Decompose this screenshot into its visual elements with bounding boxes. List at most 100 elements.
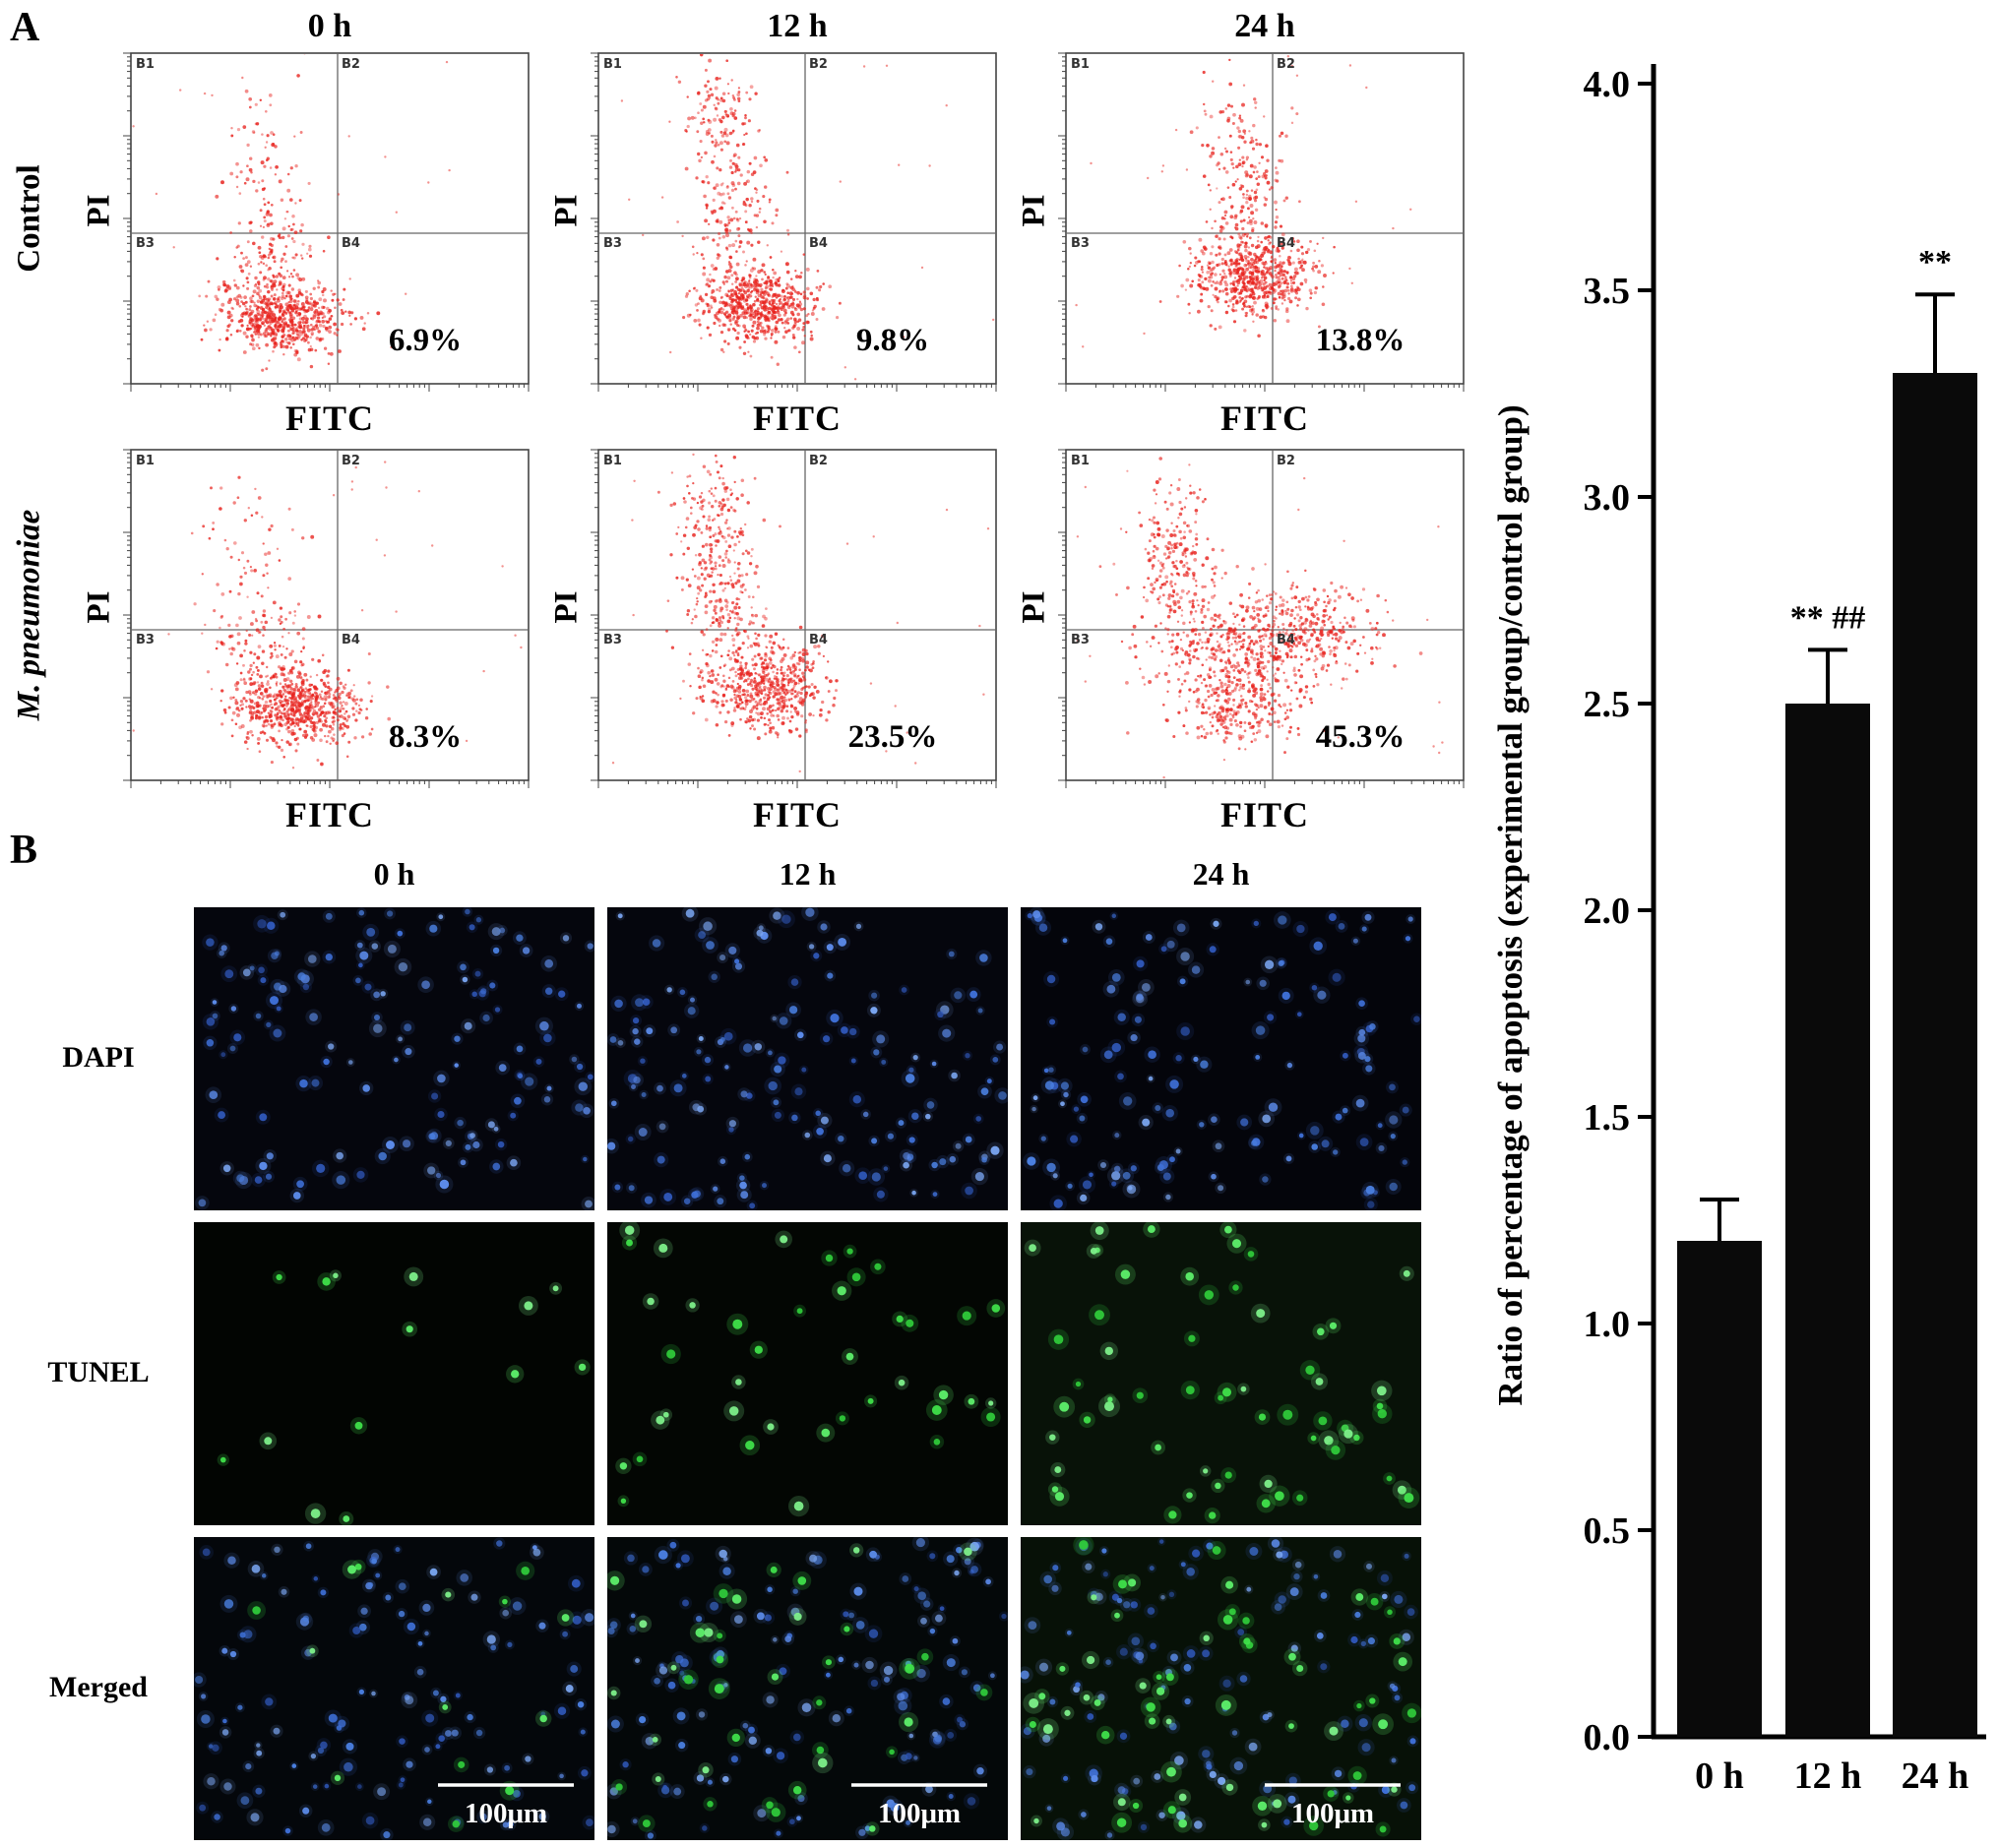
apoptosis-percent: 45.3% [1316,719,1406,755]
quadrant-label-b3: B3 [603,236,622,251]
flow-plot-mp-12h: PI B1 B2 B3 B4 23.5% FITC [549,448,1004,841]
panel-a-label: A [10,5,40,50]
scale-bar: 100μm [1265,1783,1401,1829]
quadrant-label-b1: B1 [603,454,622,468]
quadrant-label-b4: B4 [1277,236,1295,251]
flow-plot-control-24h: PI B1 B2 B3 B4 13.8% FITC [1017,51,1471,445]
scatter-dots [1075,55,1412,348]
micrograph-merged-0h: 100μm [194,1537,594,1840]
quadrant-label-b2: B2 [1277,454,1295,468]
flow-cytometry-plot: B1 B2 B3 B4 45.3% [1058,449,1465,788]
micrograph-merged-24h: 100μm [1021,1537,1421,1840]
quadrant-label-b2: B2 [809,57,828,72]
row-label-dapi: DAPI [62,1041,135,1074]
y-tick-label: 2.0 [1584,891,1631,932]
significance-annotation: ** ## [1790,599,1866,636]
quadrant-label-b4: B4 [809,633,828,647]
axis-ticks [591,52,997,392]
y-tick-label: 1.5 [1584,1097,1631,1139]
micrograph-dapi-12h [607,907,1008,1210]
x-tick-label: 0 h [1695,1756,1744,1797]
axis-ticks [591,449,997,788]
bar [1785,704,1870,1737]
quadrant-label-b1: B1 [1071,57,1090,72]
scatter-dots [132,461,523,770]
quadrant-label-b2: B2 [342,454,360,468]
y-tick-label: 2.5 [1584,684,1631,725]
flow-cytometry-plot: B1 B2 B3 B4 6.9% [123,52,530,392]
flow-plot-control-0h: PI B1 B2 B3 B4 6.9% FITC [82,51,536,445]
row-label-control: Control [11,164,47,273]
quadrant-label-b4: B4 [342,633,360,647]
y-tick-label: 3.5 [1584,271,1631,312]
merged-cells [607,1537,1008,1840]
panel-b-label: B [10,828,38,873]
pi-axis-label: PI [81,590,117,624]
scatter-dots [132,54,451,372]
row-label-merged: Merged [49,1671,148,1703]
apoptosis-ratio-bar-chart: 0.0 0.5 1.0 1.5 2.0 2.5 3.0 3.5 4.0 0 h ** ## 12 h *… [1491,64,1986,1797]
scale-bar-label: 100μm [1291,1798,1374,1829]
apoptosis-percent: 6.9% [389,323,462,358]
y-tick-label: 1.0 [1584,1304,1631,1345]
pi-axis-label: PI [548,590,585,624]
axis-ticks [1058,449,1465,788]
micrograph-dapi-0h [194,907,594,1210]
bar [1677,1241,1762,1737]
quadrant-label-b1: B1 [1071,454,1090,468]
pi-axis-label: PI [548,194,585,227]
quadrant-label-b2: B2 [809,454,828,468]
scale-bar: 100μm [851,1783,987,1829]
fitc-axis-label: FITC [752,795,842,834]
quadrant-label-b1: B1 [136,57,155,72]
quadrant-label-b3: B3 [136,633,155,647]
scale-bar-label: 100μm [878,1798,961,1829]
apoptosis-percent: 8.3% [389,719,462,755]
apoptotic-cells [217,1266,591,1525]
quadrant-label-b4: B4 [342,236,360,251]
panel-a-header-12h: 12 h [767,8,828,44]
y-tick-label: 0.5 [1584,1510,1631,1552]
pi-axis-label: PI [1016,590,1052,624]
apoptotic-cells [1024,1222,1420,1524]
x-tick-label: 12 h [1794,1756,1862,1797]
merged-cells [194,1537,594,1840]
row-label-tunel: TUNEL [47,1356,150,1388]
axis-ticks [123,52,530,392]
quadrant-label-b2: B2 [1277,57,1295,72]
quadrant-label-b1: B1 [603,57,622,72]
scale-bar-label: 100μm [465,1798,547,1829]
flow-plot-control-12h: PI B1 B2 B3 B4 9.8% FITC [549,51,1004,445]
panel-a-header-24h: 24 h [1234,8,1295,44]
fitc-axis-label: FITC [1219,399,1309,438]
quadrant-label-b3: B3 [1071,633,1090,647]
panel-b-header-24h: 24 h [1192,856,1250,892]
flow-cytometry-plot: B1 B2 B3 B4 23.5% [591,449,997,788]
flow-plot-mp-24h: PI B1 B2 B3 B4 45.3% FITC [1017,448,1471,841]
x-tick-label: 24 h [1902,1756,1969,1797]
axis-ticks [1058,52,1465,392]
panel-b-header-12h: 12 h [779,856,837,892]
scatter-dots [1076,457,1444,779]
quadrant-label-b3: B3 [136,236,155,251]
scatter-dots [611,453,990,773]
cell-nuclei [607,907,1008,1210]
y-tick-label: 3.0 [1584,477,1631,519]
quadrant-label-b2: B2 [342,57,360,72]
micrograph-tunel-12h [607,1222,1008,1525]
apoptosis-percent: 23.5% [848,719,938,755]
y-axis-title: Ratio of percentage of apoptosis (experi… [1491,404,1530,1405]
bar [1893,373,1977,1737]
apoptosis-percent: 13.8% [1316,323,1406,358]
apoptotic-cells [615,1222,1006,1517]
scatter-dots [620,54,995,381]
quadrant-label-b3: B3 [603,633,622,647]
scale-bar: 100μm [438,1783,574,1829]
cell-nuclei [195,907,594,1210]
fitc-axis-label: FITC [284,795,374,834]
panel-a-header-0h: 0 h [307,8,352,44]
quadrant-label-b4: B4 [809,236,828,251]
merged-cells [1021,1537,1421,1840]
flow-cytometry-plot: B1 B2 B3 B4 13.8% [1058,52,1465,392]
